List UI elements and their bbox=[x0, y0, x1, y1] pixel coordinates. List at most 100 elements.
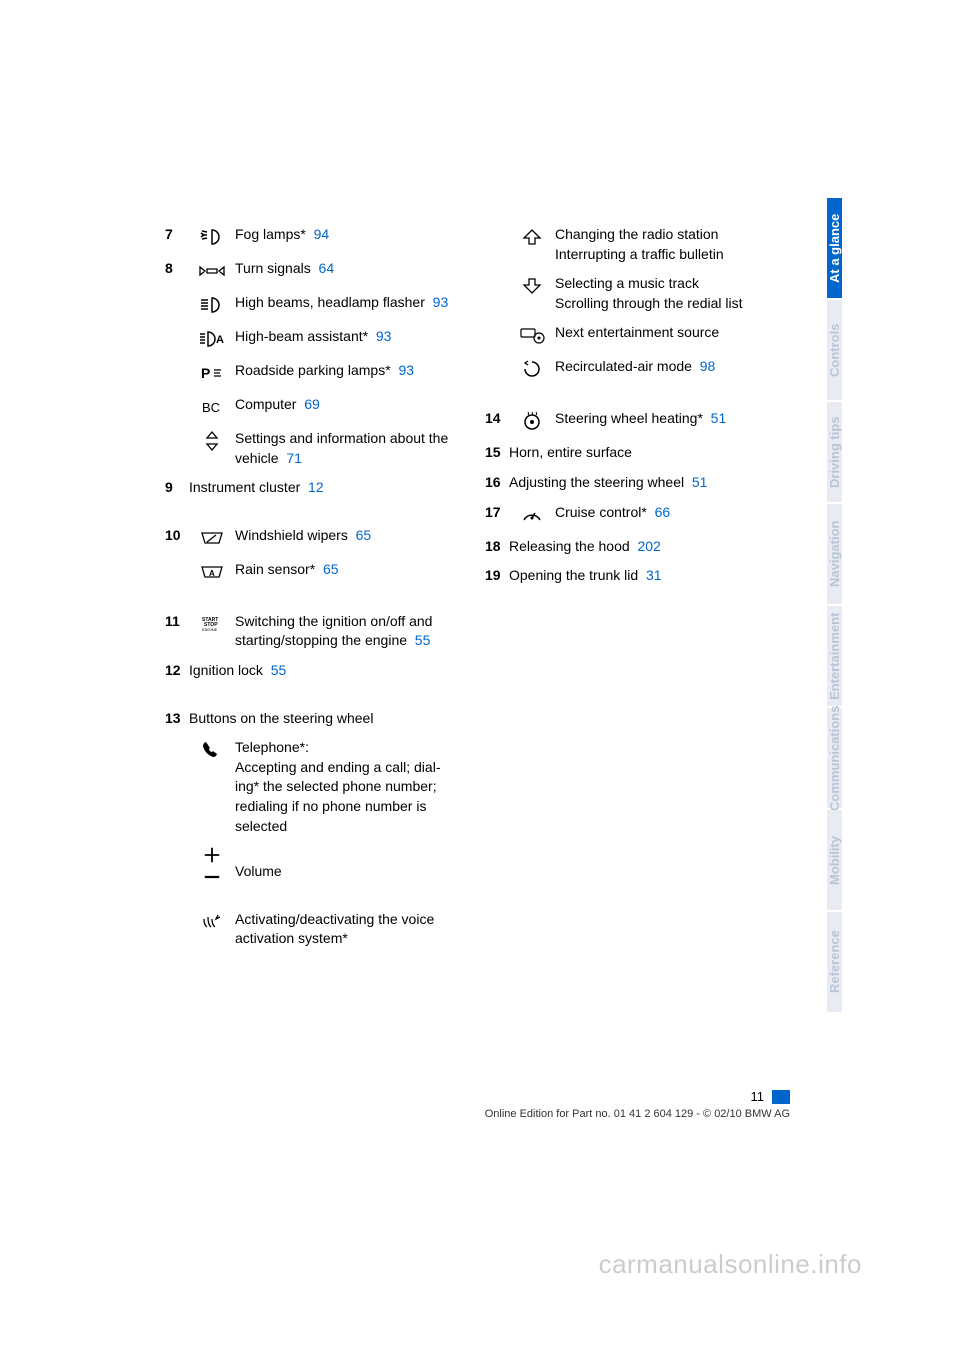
item-number: 15 bbox=[485, 443, 509, 463]
page-ref[interactable]: 55 bbox=[271, 662, 287, 678]
item-10b: A Rain sensor* 65 bbox=[165, 560, 455, 584]
steering-heat-icon bbox=[509, 409, 555, 433]
item-text: Computer 69 bbox=[235, 395, 455, 415]
tab-at-a-glance[interactable]: At a glance bbox=[827, 198, 842, 298]
label: High-beam assistant bbox=[235, 328, 363, 344]
page-ref[interactable]: 93 bbox=[433, 294, 449, 310]
label: Computer bbox=[235, 396, 296, 412]
page-ref[interactable]: 12 bbox=[308, 479, 324, 495]
page-ref[interactable]: 71 bbox=[286, 450, 302, 466]
label: Settings and information about the vehic… bbox=[235, 430, 448, 466]
parking-lamps-icon: P bbox=[189, 361, 235, 385]
item-19: 19 Opening the trunk lid 31 bbox=[485, 566, 775, 586]
content-columns: 7 Fog lamps* 94 8 Turn signals 64 bbox=[165, 225, 775, 959]
left-column: 7 Fog lamps* 94 8 Turn signals 64 bbox=[165, 225, 455, 959]
label: Telephone bbox=[235, 739, 300, 755]
item-13c: Activating/deactivating the voice activa… bbox=[165, 910, 455, 949]
label: Roadside parking lamps bbox=[235, 362, 385, 378]
page-ref[interactable]: 93 bbox=[376, 328, 392, 344]
label: Rain sensor bbox=[235, 561, 310, 577]
item-text: Opening the trunk lid 31 bbox=[509, 566, 775, 586]
page-ref[interactable]: 65 bbox=[356, 527, 372, 543]
item-text: Telephone*: Accepting and ending a call;… bbox=[235, 738, 455, 836]
page-ref[interactable]: 66 bbox=[655, 504, 671, 520]
item-text: Adjusting the steering wheel 51 bbox=[509, 473, 775, 493]
label: Horn, entire surface bbox=[509, 444, 632, 460]
star-icon: * bbox=[363, 328, 368, 344]
watermark: carmanualsonline.info bbox=[599, 1249, 862, 1280]
page-ref[interactable]: 55 bbox=[415, 632, 431, 648]
page-ref[interactable]: 98 bbox=[700, 358, 716, 374]
item-text: Cruise control* 66 bbox=[555, 503, 775, 523]
page-ref[interactable]: 64 bbox=[319, 260, 335, 276]
page-ref[interactable]: 93 bbox=[398, 362, 414, 378]
label: Adjusting the steering wheel bbox=[509, 474, 684, 490]
item-8b: High beams, headlamp flasher 93 bbox=[165, 293, 455, 317]
recirculated-air-icon bbox=[509, 357, 555, 381]
item-text: Activating/deactivating the voice activa… bbox=[235, 910, 455, 949]
page-ref[interactable]: 202 bbox=[637, 538, 660, 554]
item-text: High-beam assistant* 93 bbox=[235, 327, 455, 347]
item-13: 13 Buttons on the steering wheel bbox=[165, 709, 455, 729]
page-footer: 11 Online Edition for Part no. 01 41 2 6… bbox=[165, 1089, 790, 1120]
label: Cruise control bbox=[555, 504, 641, 520]
item-17: 17 Cruise control* 66 bbox=[485, 503, 775, 527]
item-number: 9 bbox=[165, 478, 189, 498]
page-ref[interactable]: 65 bbox=[323, 561, 339, 577]
tab-reference[interactable]: Reference bbox=[827, 912, 842, 1012]
item-text: Selecting a music track Scrolling throug… bbox=[555, 274, 775, 313]
item-text: Next entertainment source bbox=[555, 323, 775, 343]
star-icon: * bbox=[342, 930, 347, 946]
item-13b: Volume bbox=[165, 846, 455, 882]
label: High beams, headlamp flasher bbox=[235, 294, 425, 310]
tab-controls[interactable]: Controls bbox=[827, 300, 842, 400]
label: Activating/deactivating the voice activa… bbox=[235, 911, 434, 947]
fog-lamps-icon bbox=[189, 225, 235, 249]
item-up: Changing the radio station Interrupting … bbox=[485, 225, 775, 264]
page-ref[interactable]: 31 bbox=[646, 567, 662, 583]
arrow-down-icon bbox=[509, 274, 555, 298]
tab-navigation[interactable]: Navigation bbox=[827, 504, 842, 604]
turn-signals-icon bbox=[189, 259, 235, 283]
star-icon: * bbox=[641, 504, 646, 520]
page-ref[interactable]: 69 bbox=[304, 396, 320, 412]
tab-mobility[interactable]: Mobility bbox=[827, 810, 842, 910]
tab-driving-tips[interactable]: Driving tips bbox=[827, 402, 842, 502]
item-number: 18 bbox=[485, 537, 509, 557]
item-text: Ignition lock 55 bbox=[189, 661, 455, 681]
rain-sensor-icon: A bbox=[189, 560, 235, 584]
tab-entertainment[interactable]: Entertainment bbox=[827, 606, 842, 706]
description: Accepting and ending a call; dial­ing* t… bbox=[235, 759, 440, 834]
manual-page: At a glance Controls Driving tips Naviga… bbox=[0, 0, 960, 1358]
svg-text:ENGINE: ENGINE bbox=[202, 627, 218, 632]
item-14: 14 Steering wheel heating* 51 bbox=[485, 409, 775, 433]
item-8f: Settings and information about the vehic… bbox=[165, 429, 455, 468]
label: Volume bbox=[235, 863, 282, 879]
right-column: Changing the radio station Interrupting … bbox=[485, 225, 775, 959]
item-number: 13 bbox=[165, 709, 189, 729]
item-entertainment: Next entertainment source bbox=[485, 323, 775, 347]
tab-communications[interactable]: Communications bbox=[827, 708, 842, 808]
item-8: 8 Turn signals 64 bbox=[165, 259, 455, 283]
footer-accent bbox=[772, 1090, 790, 1104]
page-ref[interactable]: 51 bbox=[692, 474, 708, 490]
computer-icon: BC bbox=[189, 395, 235, 419]
star-icon: * bbox=[310, 561, 315, 577]
label: Ignition lock bbox=[189, 662, 263, 678]
item-number: 11 bbox=[165, 612, 189, 632]
svg-text:P: P bbox=[201, 365, 210, 381]
item-7: 7 Fog lamps* 94 bbox=[165, 225, 455, 249]
edition-text: Online Edition for Part no. 01 41 2 604 … bbox=[165, 1108, 790, 1120]
item-text: Volume bbox=[235, 846, 455, 882]
page-ref[interactable]: 94 bbox=[314, 226, 330, 242]
svg-text:BC: BC bbox=[202, 400, 220, 415]
item-11: 11 STARTSTOPENGINE Switching the ignitio… bbox=[165, 612, 455, 651]
star-icon: * bbox=[697, 410, 702, 426]
svg-text:A: A bbox=[209, 569, 215, 578]
item-text: Recirculated-air mode 98 bbox=[555, 357, 775, 377]
label: Steering wheel heating bbox=[555, 410, 697, 426]
item-text: Switching the ignition on/off and starti… bbox=[235, 612, 455, 651]
label: Releasing the hood bbox=[509, 538, 630, 554]
page-ref[interactable]: 51 bbox=[711, 410, 727, 426]
item-15: 15 Horn, entire surface bbox=[485, 443, 775, 463]
